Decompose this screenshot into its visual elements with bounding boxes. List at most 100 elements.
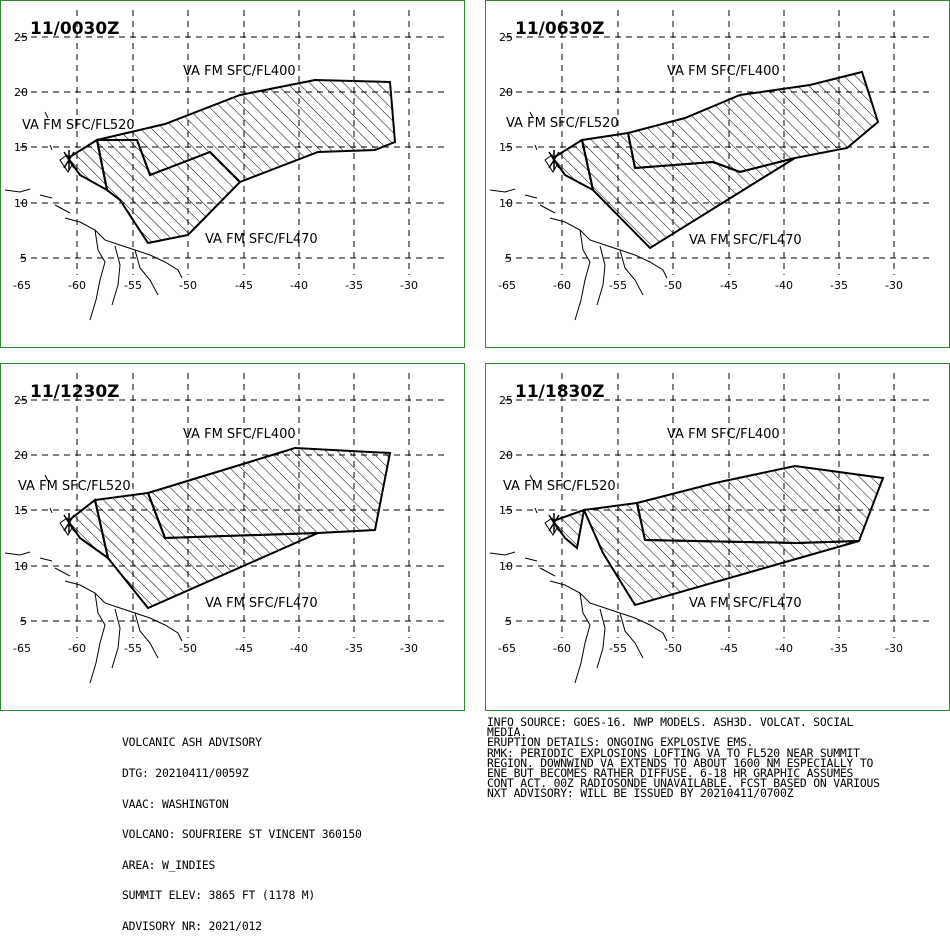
- advisory-eruption-details: ERUPTION DETAILS: ONGOING EXPLOSIVE EMS.: [487, 735, 754, 750]
- advisory-vaac: VAAC: WASHINGTON: [122, 796, 229, 811]
- forecast-map: 11/0030Z 25 20 15 10 5 -65 -60 -55 -50 -…: [0, 0, 465, 348]
- forecast-panel-0630z: 11/0630Z 25 20 15 10 5 -65 -60 -55 -50 -…: [485, 0, 950, 348]
- svg-text:-50: -50: [179, 642, 197, 655]
- svg-text:-60: -60: [553, 279, 571, 292]
- svg-text:-35: -35: [345, 642, 363, 655]
- valid-time: 11/1230Z: [30, 382, 120, 402]
- svg-text:15: 15: [499, 504, 513, 517]
- svg-text:25: 25: [499, 31, 513, 44]
- advisory-header: VOLCANIC ASH ADVISORY DTG: 20210411/0059…: [122, 717, 362, 941]
- svg-text:-60: -60: [68, 642, 86, 655]
- svg-text:-65: -65: [498, 279, 516, 292]
- advisory-number: ADVISORY NR: 2021/012: [122, 919, 262, 934]
- advisory-info-source: INFO SOURCE: GOES-16. NWP MODELS. ASH3D.…: [487, 715, 854, 729]
- ash-cloud-fl520: [66, 498, 110, 561]
- volcano-marker: [548, 513, 560, 533]
- svg-text:-35: -35: [830, 279, 848, 292]
- forecast-map: 11/1830Z 25 20 15 10 5 -65 -60 -55 -50 -…: [485, 363, 950, 711]
- forecast-panel-0030z: 11/0030Z 25 20 15 10 5 -65 -60 -55 -50 -…: [0, 0, 465, 348]
- advisory-remark-line: CONT ACT. 00Z RADIOSONDE UNAVAILABLE. FC…: [487, 776, 880, 791]
- svg-text:-35: -35: [830, 642, 848, 655]
- label-fl400: VA FM SFC/FL400: [183, 427, 296, 442]
- svg-text:-55: -55: [609, 279, 627, 292]
- svg-text:-45: -45: [720, 642, 738, 655]
- svg-text:-45: -45: [235, 279, 253, 292]
- label-fl520: VA FM SFC/FL520: [503, 479, 616, 494]
- forecast-map: 11/1230Z 25 20 15 10 5 -65 -60 -55 -50 -…: [0, 363, 465, 711]
- svg-text:5: 5: [20, 252, 27, 265]
- ash-cloud-fl470: [582, 501, 860, 607]
- svg-text:-30: -30: [885, 642, 903, 655]
- advisory-info-source-cont: MEDIA.: [487, 725, 527, 740]
- advisory-dtg: DTG: 20210411/0059Z: [122, 766, 249, 781]
- ash-cloud-fl520: [551, 508, 586, 550]
- svg-text:25: 25: [14, 31, 28, 44]
- lon-tick-labels: -65 -60 -55 -50 -45 -40 -35 -30: [13, 279, 418, 292]
- svg-text:20: 20: [499, 449, 513, 462]
- valid-time: 11/0030Z: [30, 19, 120, 39]
- coastline: [489, 111, 668, 321]
- forecast-panel-1830z: 11/1830Z 25 20 15 10 5 -65 -60 -55 -50 -…: [485, 363, 950, 711]
- svg-text:-50: -50: [664, 642, 682, 655]
- lat-lon-grid: [505, 373, 930, 638]
- svg-text:-40: -40: [290, 642, 308, 655]
- svg-text:-50: -50: [179, 279, 197, 292]
- svg-text:20: 20: [14, 449, 28, 462]
- svg-text:-50: -50: [664, 279, 682, 292]
- svg-text:25: 25: [14, 394, 28, 407]
- svg-text:-65: -65: [498, 642, 516, 655]
- svg-text:5: 5: [505, 252, 512, 265]
- svg-text:-65: -65: [13, 642, 31, 655]
- advisory-title: VOLCANIC ASH ADVISORY: [122, 735, 262, 750]
- forecast-map: 11/0630Z 25 20 15 10 5 -65 -60 -55 -50 -…: [485, 0, 950, 348]
- advisory-summit-elev: SUMMIT ELEV: 3865 FT (1178 M): [122, 888, 316, 903]
- svg-text:15: 15: [499, 141, 513, 154]
- svg-text:-40: -40: [775, 642, 793, 655]
- forecast-panel-1230z: 11/1230Z 25 20 15 10 5 -65 -60 -55 -50 -…: [0, 363, 465, 711]
- svg-text:-30: -30: [885, 279, 903, 292]
- svg-text:15: 15: [14, 141, 28, 154]
- label-fl520: VA FM SFC/FL520: [506, 116, 619, 131]
- advisory-remarks: INFO SOURCE: GOES-16. NWP MODELS. ASH3D.…: [487, 715, 947, 801]
- label-fl520: VA FM SFC/FL520: [22, 118, 135, 133]
- svg-text:-60: -60: [553, 642, 571, 655]
- svg-text:-65: -65: [13, 279, 31, 292]
- coastline: [4, 111, 183, 321]
- lat-tick-labels: 25 20 15 10 5: [499, 394, 513, 628]
- advisory-volcano: VOLCANO: SOUFRIERE ST VINCENT 360150: [122, 827, 362, 842]
- lat-tick-labels: 25 20 15 10 5: [14, 31, 28, 265]
- svg-text:5: 5: [20, 615, 27, 628]
- lon-tick-labels: -65 -60 -55 -50 -45 -40 -35 -30: [498, 279, 903, 292]
- svg-text:-45: -45: [235, 642, 253, 655]
- svg-text:-55: -55: [609, 642, 627, 655]
- lon-tick-labels: -65 -60 -55 -50 -45 -40 -35 -30: [498, 642, 903, 655]
- volcano-marker: [548, 150, 560, 170]
- label-fl470: VA FM SFC/FL470: [205, 232, 318, 247]
- label-fl520: VA FM SFC/FL520: [18, 479, 131, 494]
- svg-text:-45: -45: [720, 279, 738, 292]
- svg-text:-30: -30: [400, 279, 418, 292]
- svg-text:-40: -40: [290, 279, 308, 292]
- coastline: [4, 474, 183, 684]
- svg-text:10: 10: [499, 197, 513, 210]
- svg-text:10: 10: [14, 197, 28, 210]
- lat-tick-labels: 25 20 15 10 5: [14, 394, 28, 628]
- lat-tick-labels: 25 20 15 10 5: [499, 31, 513, 265]
- svg-text:-55: -55: [124, 279, 142, 292]
- svg-text:20: 20: [14, 86, 28, 99]
- svg-text:-30: -30: [400, 642, 418, 655]
- label-fl470: VA FM SFC/FL470: [689, 233, 802, 248]
- svg-text:15: 15: [14, 504, 28, 517]
- svg-text:10: 10: [499, 560, 513, 573]
- svg-text:-35: -35: [345, 279, 363, 292]
- coastline: [489, 474, 668, 684]
- advisory-next: NXT ADVISORY: WILL BE ISSUED BY 20210411…: [487, 786, 794, 801]
- label-fl470: VA FM SFC/FL470: [689, 596, 802, 611]
- svg-text:10: 10: [14, 560, 28, 573]
- advisory-remark-line: REGION. DOWNWIND VA EXTENDS TO ABOUT 160…: [487, 755, 874, 770]
- ash-cloud-fl520: [551, 138, 595, 192]
- ash-cloud-fl520: [66, 138, 109, 192]
- svg-text:-60: -60: [68, 279, 86, 292]
- volcano-marker: [63, 513, 75, 533]
- svg-text:5: 5: [505, 615, 512, 628]
